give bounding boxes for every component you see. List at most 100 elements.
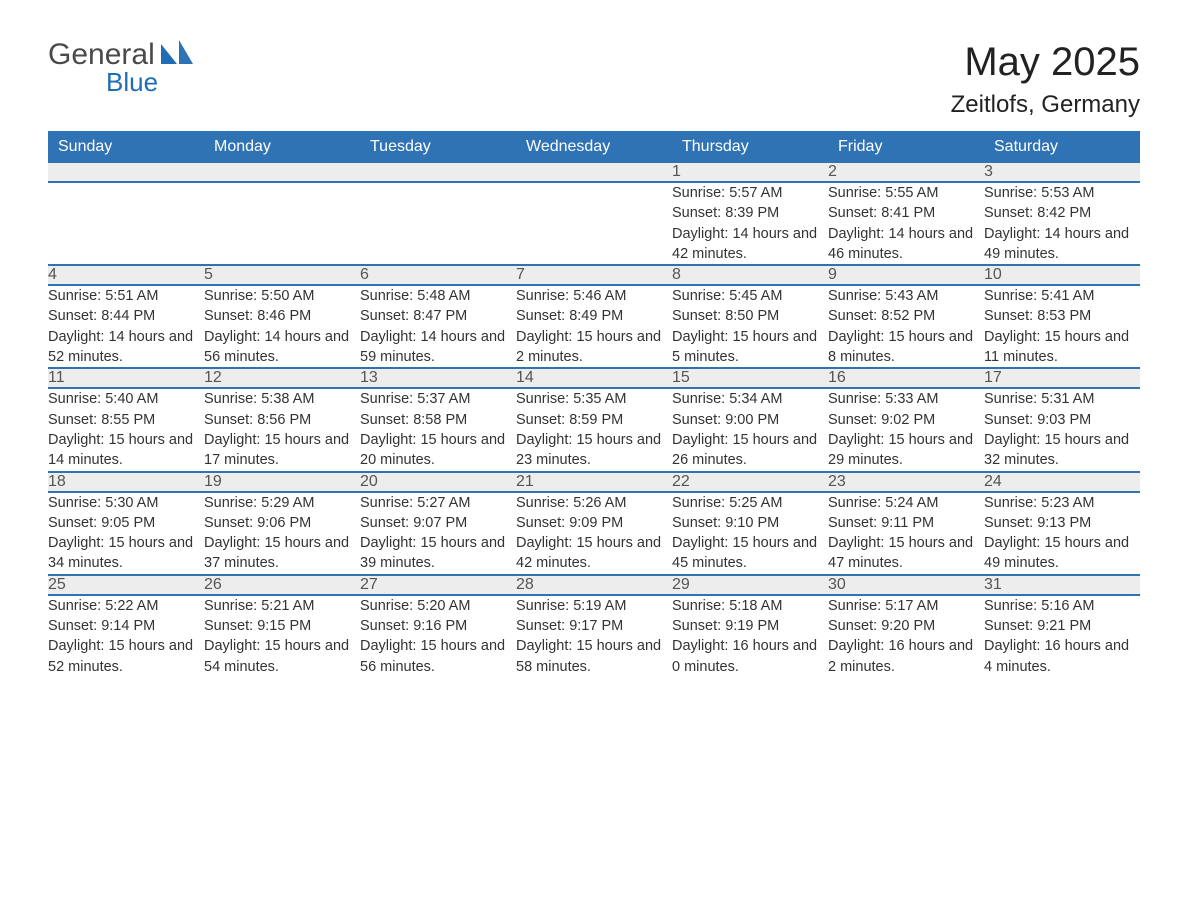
daylight-line: Daylight: 15 hours and 56 minutes.: [360, 636, 516, 677]
day-detail-cell: Sunrise: 5:23 AMSunset: 9:13 PMDaylight:…: [984, 492, 1140, 575]
day-number-cell: 15: [672, 368, 828, 388]
day-number-cell: 4: [48, 265, 204, 285]
month-title: May 2025: [951, 40, 1140, 85]
daylight-line: Daylight: 15 hours and 14 minutes.: [48, 430, 204, 471]
day-detail-row: Sunrise: 5:57 AMSunset: 8:39 PMDaylight:…: [48, 182, 1140, 265]
sunrise-line: Sunrise: 5:55 AM: [828, 183, 984, 203]
sunrise-line: Sunrise: 5:37 AM: [360, 389, 516, 409]
sunset-line: Sunset: 8:55 PM: [48, 410, 204, 430]
sunset-line: Sunset: 8:42 PM: [984, 203, 1140, 223]
day-detail-cell: Sunrise: 5:48 AMSunset: 8:47 PMDaylight:…: [360, 285, 516, 368]
sunrise-line: Sunrise: 5:46 AM: [516, 286, 672, 306]
sunset-line: Sunset: 9:19 PM: [672, 616, 828, 636]
sunset-line: Sunset: 8:58 PM: [360, 410, 516, 430]
daylight-line: Daylight: 15 hours and 20 minutes.: [360, 430, 516, 471]
sunset-line: Sunset: 8:52 PM: [828, 306, 984, 326]
sunrise-line: Sunrise: 5:16 AM: [984, 596, 1140, 616]
weekday-header: Wednesday: [516, 131, 672, 163]
day-detail-row: Sunrise: 5:40 AMSunset: 8:55 PMDaylight:…: [48, 388, 1140, 471]
sunset-line: Sunset: 9:02 PM: [828, 410, 984, 430]
day-number-cell: 30: [828, 575, 984, 595]
sunset-line: Sunset: 9:21 PM: [984, 616, 1140, 636]
sunset-line: Sunset: 8:47 PM: [360, 306, 516, 326]
sunset-line: Sunset: 9:11 PM: [828, 513, 984, 533]
day-number-cell: 26: [204, 575, 360, 595]
sunrise-line: Sunrise: 5:50 AM: [204, 286, 360, 306]
sunset-line: Sunset: 9:06 PM: [204, 513, 360, 533]
day-number-cell: 14: [516, 368, 672, 388]
day-number-cell: 18: [48, 472, 204, 492]
day-detail-cell: Sunrise: 5:31 AMSunset: 9:03 PMDaylight:…: [984, 388, 1140, 471]
sail-icon: [159, 40, 193, 71]
day-number-cell: 16: [828, 368, 984, 388]
weekday-header-row: SundayMondayTuesdayWednesdayThursdayFrid…: [48, 131, 1140, 163]
day-number-cell: 6: [360, 265, 516, 285]
sunrise-line: Sunrise: 5:29 AM: [204, 493, 360, 513]
day-number-cell: 27: [360, 575, 516, 595]
sunrise-line: Sunrise: 5:25 AM: [672, 493, 828, 513]
day-number-cell: 5: [204, 265, 360, 285]
empty-cell: [360, 163, 516, 182]
sunrise-line: Sunrise: 5:40 AM: [48, 389, 204, 409]
empty-cell: [516, 182, 672, 265]
sunrise-line: Sunrise: 5:53 AM: [984, 183, 1140, 203]
daylight-line: Daylight: 14 hours and 46 minutes.: [828, 224, 984, 265]
daylight-line: Daylight: 16 hours and 4 minutes.: [984, 636, 1140, 677]
day-detail-cell: Sunrise: 5:27 AMSunset: 9:07 PMDaylight:…: [360, 492, 516, 575]
day-number-cell: 7: [516, 265, 672, 285]
daylight-line: Daylight: 15 hours and 54 minutes.: [204, 636, 360, 677]
daylight-line: Daylight: 15 hours and 11 minutes.: [984, 327, 1140, 368]
day-detail-cell: Sunrise: 5:43 AMSunset: 8:52 PMDaylight:…: [828, 285, 984, 368]
empty-cell: [48, 163, 204, 182]
sunset-line: Sunset: 9:03 PM: [984, 410, 1140, 430]
sunrise-line: Sunrise: 5:43 AM: [828, 286, 984, 306]
daylight-line: Daylight: 15 hours and 37 minutes.: [204, 533, 360, 574]
day-number-cell: 1: [672, 163, 828, 182]
sunset-line: Sunset: 8:49 PM: [516, 306, 672, 326]
logo-word-blue: Blue: [106, 67, 193, 98]
sunrise-line: Sunrise: 5:24 AM: [828, 493, 984, 513]
logo: General Blue: [48, 40, 193, 98]
sunrise-line: Sunrise: 5:51 AM: [48, 286, 204, 306]
weekday-header: Thursday: [672, 131, 828, 163]
sunset-line: Sunset: 9:00 PM: [672, 410, 828, 430]
day-detail-cell: Sunrise: 5:40 AMSunset: 8:55 PMDaylight:…: [48, 388, 204, 471]
sunrise-line: Sunrise: 5:30 AM: [48, 493, 204, 513]
sunrise-line: Sunrise: 5:31 AM: [984, 389, 1140, 409]
daylight-line: Daylight: 14 hours and 56 minutes.: [204, 327, 360, 368]
daylight-line: Daylight: 14 hours and 59 minutes.: [360, 327, 516, 368]
day-detail-row: Sunrise: 5:30 AMSunset: 9:05 PMDaylight:…: [48, 492, 1140, 575]
day-number-cell: 2: [828, 163, 984, 182]
sunrise-line: Sunrise: 5:22 AM: [48, 596, 204, 616]
day-detail-row: Sunrise: 5:51 AMSunset: 8:44 PMDaylight:…: [48, 285, 1140, 368]
day-number-cell: 9: [828, 265, 984, 285]
sunrise-line: Sunrise: 5:45 AM: [672, 286, 828, 306]
daylight-line: Daylight: 16 hours and 0 minutes.: [672, 636, 828, 677]
calendar-table: SundayMondayTuesdayWednesdayThursdayFrid…: [48, 131, 1140, 677]
weekday-header: Saturday: [984, 131, 1140, 163]
sunrise-line: Sunrise: 5:20 AM: [360, 596, 516, 616]
day-number-cell: 19: [204, 472, 360, 492]
daylight-line: Daylight: 15 hours and 2 minutes.: [516, 327, 672, 368]
day-number-cell: 12: [204, 368, 360, 388]
day-detail-cell: Sunrise: 5:34 AMSunset: 9:00 PMDaylight:…: [672, 388, 828, 471]
sunrise-line: Sunrise: 5:21 AM: [204, 596, 360, 616]
daylight-line: Daylight: 15 hours and 47 minutes.: [828, 533, 984, 574]
daylight-line: Daylight: 15 hours and 8 minutes.: [828, 327, 984, 368]
sunset-line: Sunset: 9:14 PM: [48, 616, 204, 636]
day-detail-cell: Sunrise: 5:26 AMSunset: 9:09 PMDaylight:…: [516, 492, 672, 575]
sunrise-line: Sunrise: 5:34 AM: [672, 389, 828, 409]
sunrise-line: Sunrise: 5:23 AM: [984, 493, 1140, 513]
location-label: Zeitlofs, Germany: [951, 91, 1140, 119]
sunrise-line: Sunrise: 5:26 AM: [516, 493, 672, 513]
sunrise-line: Sunrise: 5:41 AM: [984, 286, 1140, 306]
day-detail-cell: Sunrise: 5:17 AMSunset: 9:20 PMDaylight:…: [828, 595, 984, 677]
day-detail-cell: Sunrise: 5:41 AMSunset: 8:53 PMDaylight:…: [984, 285, 1140, 368]
sunrise-line: Sunrise: 5:17 AM: [828, 596, 984, 616]
daylight-line: Daylight: 15 hours and 49 minutes.: [984, 533, 1140, 574]
empty-cell: [204, 163, 360, 182]
sunrise-line: Sunrise: 5:27 AM: [360, 493, 516, 513]
day-number-cell: 20: [360, 472, 516, 492]
sunset-line: Sunset: 9:05 PM: [48, 513, 204, 533]
daylight-line: Daylight: 15 hours and 5 minutes.: [672, 327, 828, 368]
